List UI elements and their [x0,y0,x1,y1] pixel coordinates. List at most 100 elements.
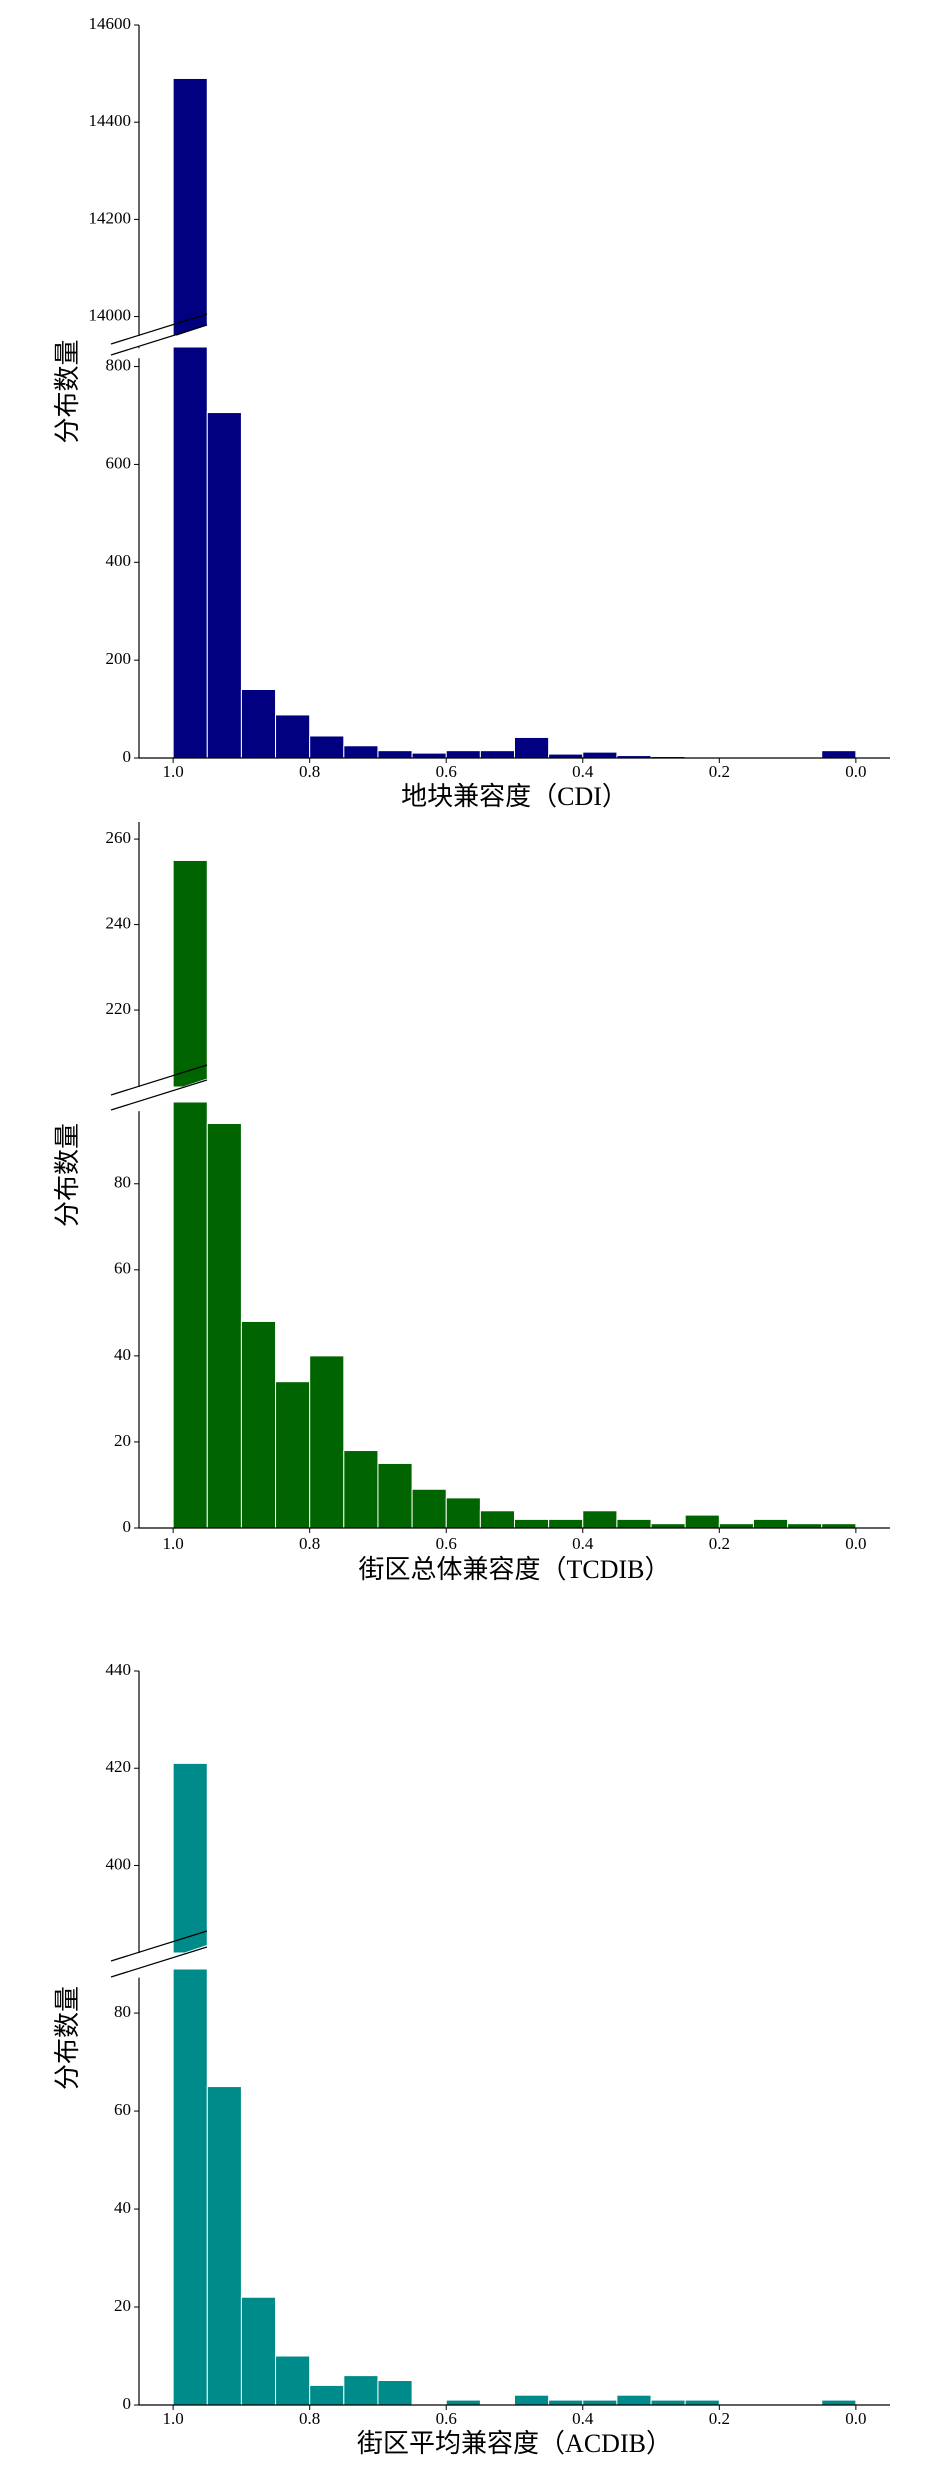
bar [343,2375,379,2406]
bar [684,1514,720,1529]
bar [377,1462,413,1529]
break-mark [110,1064,208,1096]
x-tick-label: 0.8 [299,1534,320,1553]
y-tick-label: 40 [114,1345,131,1364]
bar [343,745,379,759]
y-tick-label: 14200 [89,208,132,227]
break-mark [110,1930,208,1962]
bar [309,2384,345,2406]
bar-upper [172,77,208,337]
bar [752,1518,789,1529]
bar [821,750,857,759]
y-tick-label: 14000 [89,305,132,324]
y-tick-label: 220 [106,999,132,1018]
x-tick-label: 0.0 [845,2409,866,2428]
y-tick-label: 40 [114,2198,131,2217]
bar [343,1450,379,1529]
y-tick-label: 14600 [89,14,132,33]
bar [514,1518,550,1529]
x-tick-label: 0.8 [299,762,320,781]
bar [377,2380,413,2406]
x-tick-label: 0.0 [845,762,866,781]
bar [411,1488,447,1529]
bar [445,2399,481,2406]
y-tick-label: 20 [114,2296,131,2315]
y-tick-label: 800 [106,355,132,374]
bar [206,412,242,759]
bar [206,2086,242,2406]
bar [650,2399,686,2406]
y-tick-label: 20 [114,1431,131,1450]
bar [821,2399,857,2406]
y-tick-label: 0 [123,1517,132,1536]
y-tick-label: 400 [106,1854,132,1873]
y-tick-label: 420 [106,1757,132,1776]
bar [479,1510,516,1529]
x-tick-label: 0.4 [572,762,594,781]
bar [309,1355,345,1529]
x-tick-label: 1.0 [163,762,184,781]
x-tick-label: 1.0 [163,1534,184,1553]
x-axis-label: 街区总体兼容度（TCDIB） [358,1555,670,1584]
x-tick-label: 0.0 [845,1534,866,1553]
bar [582,1510,618,1529]
x-tick-label: 0.2 [709,1534,730,1553]
y-axis-label: 分布数量 [53,1123,82,1227]
bar [548,2399,584,2406]
y-tick-label: 80 [114,1173,131,1192]
bar [616,2394,652,2406]
bar [582,751,618,759]
x-axis-label: 街区平均兼容度（ACDIB） [357,2429,672,2458]
y-tick-label: 600 [106,453,132,472]
y-tick-label: 400 [106,551,132,570]
x-tick-label: 0.6 [436,1534,457,1553]
y-tick-label: 60 [114,2100,131,2119]
break-mark [110,1079,208,1111]
bar [684,2399,720,2406]
y-tick-label: 200 [106,649,132,668]
y-tick-label: 240 [106,913,132,932]
bar [275,1381,311,1529]
bar-upper [172,1762,208,1954]
bar [240,2296,277,2406]
bar [514,736,550,759]
x-tick-label: 1.0 [163,2409,184,2428]
bar [411,752,447,759]
bar [240,1320,277,1529]
bar [582,2399,618,2406]
break-band [135,1078,207,1113]
bar [650,1523,686,1529]
bar [787,1523,823,1529]
x-tick-label: 0.4 [572,1534,594,1553]
y-tick-label: 440 [106,1660,132,1679]
break-band [135,325,207,360]
break-mark [110,1946,208,1978]
bar [479,750,516,759]
bar [377,750,413,759]
y-tick-label: 260 [106,828,132,847]
y-tick-label: 0 [123,747,132,766]
bar [275,2355,311,2406]
bar [821,1523,857,1529]
x-tick-label: 0.6 [436,762,457,781]
bar [172,346,208,759]
bar [206,1123,242,1529]
bar [172,1968,208,2406]
bar [616,1518,652,1529]
y-tick-label: 60 [114,1259,131,1278]
bar [445,1497,481,1529]
y-tick-label: 0 [123,2394,132,2413]
x-tick-label: 0.6 [436,2409,457,2428]
x-tick-label: 0.2 [709,762,730,781]
bar [445,750,481,759]
y-axis-label: 分布数量 [53,339,82,443]
bar [172,1101,208,1529]
x-tick-label: 0.2 [709,2409,730,2428]
bar [548,1518,584,1529]
y-tick-label: 14400 [89,111,132,130]
bar [309,735,345,759]
x-tick-label: 0.8 [299,2409,320,2428]
bar [275,714,311,759]
bar-upper [172,859,208,1088]
